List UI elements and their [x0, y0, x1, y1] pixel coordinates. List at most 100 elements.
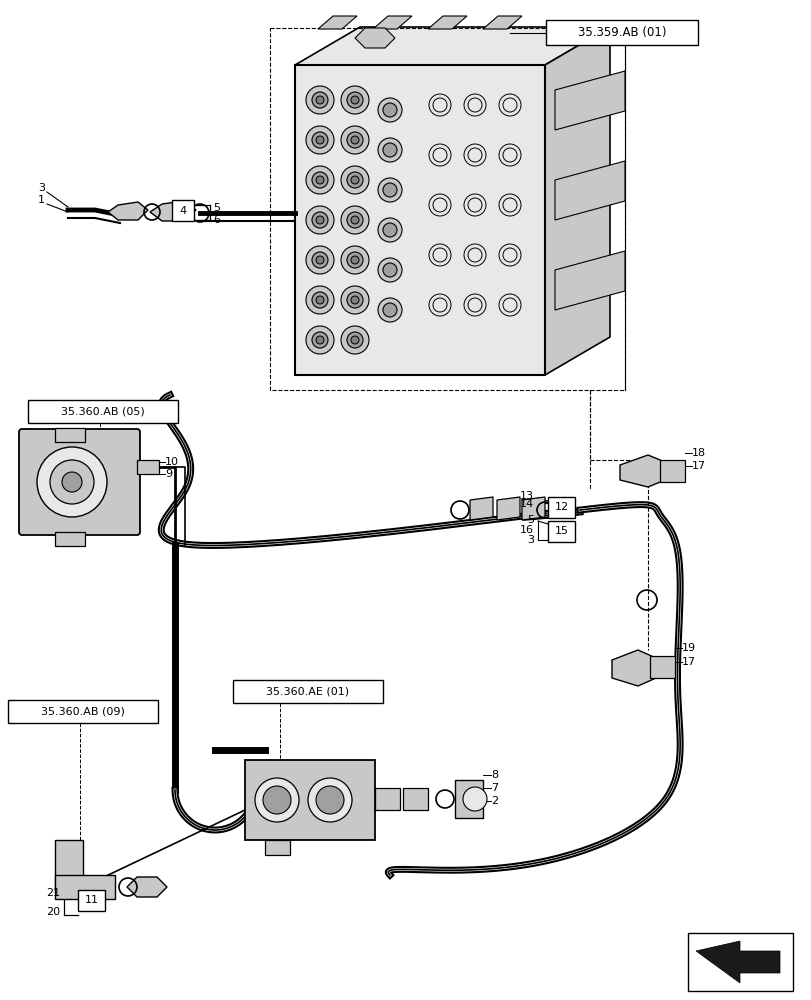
- Polygon shape: [372, 16, 411, 29]
- Text: 35.360.AB (05): 35.360.AB (05): [61, 406, 144, 416]
- Text: 35.359.AB (01): 35.359.AB (01): [577, 26, 666, 39]
- Circle shape: [383, 303, 397, 317]
- Circle shape: [346, 252, 363, 268]
- Polygon shape: [318, 16, 357, 29]
- Circle shape: [311, 252, 328, 268]
- Polygon shape: [611, 650, 655, 686]
- Circle shape: [315, 216, 324, 224]
- Circle shape: [499, 144, 521, 166]
- Circle shape: [350, 296, 358, 304]
- FancyBboxPatch shape: [264, 840, 290, 855]
- FancyBboxPatch shape: [545, 20, 697, 45]
- Circle shape: [346, 212, 363, 228]
- FancyBboxPatch shape: [547, 521, 574, 542]
- Circle shape: [350, 216, 358, 224]
- Text: 21: 21: [45, 888, 60, 898]
- Text: 9: 9: [165, 469, 172, 479]
- Circle shape: [315, 136, 324, 144]
- Circle shape: [499, 94, 521, 116]
- Circle shape: [315, 296, 324, 304]
- FancyBboxPatch shape: [78, 890, 105, 911]
- Circle shape: [50, 460, 94, 504]
- Circle shape: [346, 132, 363, 148]
- Text: 7: 7: [491, 783, 497, 793]
- FancyBboxPatch shape: [402, 788, 427, 810]
- Circle shape: [306, 206, 333, 234]
- Text: 13: 13: [519, 491, 534, 501]
- Polygon shape: [554, 71, 624, 130]
- Circle shape: [311, 212, 328, 228]
- Polygon shape: [483, 16, 521, 29]
- Circle shape: [378, 138, 401, 162]
- Circle shape: [306, 286, 333, 314]
- Circle shape: [462, 787, 487, 811]
- Circle shape: [428, 244, 450, 266]
- Circle shape: [350, 176, 358, 184]
- Circle shape: [428, 94, 450, 116]
- Circle shape: [346, 292, 363, 308]
- Polygon shape: [521, 497, 544, 520]
- Polygon shape: [108, 202, 148, 220]
- Circle shape: [346, 332, 363, 348]
- FancyBboxPatch shape: [454, 780, 483, 818]
- Circle shape: [499, 294, 521, 316]
- Polygon shape: [127, 877, 167, 897]
- Circle shape: [383, 103, 397, 117]
- Text: 16: 16: [519, 525, 534, 535]
- Text: 20: 20: [45, 907, 60, 917]
- Circle shape: [311, 172, 328, 188]
- FancyBboxPatch shape: [172, 200, 194, 221]
- Circle shape: [315, 786, 344, 814]
- Text: 1: 1: [38, 195, 45, 205]
- Circle shape: [341, 206, 368, 234]
- FancyBboxPatch shape: [233, 680, 383, 703]
- Circle shape: [463, 94, 486, 116]
- Circle shape: [341, 326, 368, 354]
- FancyBboxPatch shape: [55, 428, 85, 442]
- FancyBboxPatch shape: [55, 875, 115, 899]
- Circle shape: [350, 136, 358, 144]
- Text: 12: 12: [554, 502, 568, 512]
- Circle shape: [306, 326, 333, 354]
- Circle shape: [341, 86, 368, 114]
- Polygon shape: [544, 27, 609, 375]
- FancyBboxPatch shape: [55, 532, 85, 546]
- Circle shape: [311, 92, 328, 108]
- Circle shape: [428, 144, 450, 166]
- Circle shape: [378, 298, 401, 322]
- Circle shape: [307, 778, 351, 822]
- Circle shape: [306, 246, 333, 274]
- Circle shape: [378, 98, 401, 122]
- Circle shape: [350, 96, 358, 104]
- Text: 35.360.AB (09): 35.360.AB (09): [41, 706, 125, 716]
- Text: 11: 11: [84, 895, 98, 905]
- Circle shape: [306, 86, 333, 114]
- Circle shape: [383, 183, 397, 197]
- Text: 17: 17: [691, 461, 706, 471]
- Text: 19: 19: [681, 643, 695, 653]
- FancyBboxPatch shape: [28, 400, 178, 423]
- Circle shape: [255, 778, 298, 822]
- Text: 3: 3: [526, 535, 534, 545]
- Text: 5: 5: [526, 515, 534, 525]
- Text: 6: 6: [212, 215, 220, 225]
- Circle shape: [315, 256, 324, 264]
- Polygon shape: [620, 455, 664, 487]
- Polygon shape: [554, 251, 624, 310]
- FancyBboxPatch shape: [8, 700, 158, 723]
- Polygon shape: [294, 27, 609, 65]
- Circle shape: [341, 126, 368, 154]
- Polygon shape: [695, 941, 779, 983]
- Circle shape: [378, 218, 401, 242]
- FancyBboxPatch shape: [55, 840, 83, 890]
- Circle shape: [306, 166, 333, 194]
- Polygon shape: [554, 161, 624, 220]
- Text: 8: 8: [491, 770, 497, 780]
- FancyBboxPatch shape: [375, 788, 400, 810]
- Circle shape: [341, 286, 368, 314]
- Circle shape: [463, 294, 486, 316]
- Text: 18: 18: [691, 448, 706, 458]
- Circle shape: [341, 246, 368, 274]
- Polygon shape: [294, 65, 544, 375]
- Polygon shape: [354, 28, 394, 48]
